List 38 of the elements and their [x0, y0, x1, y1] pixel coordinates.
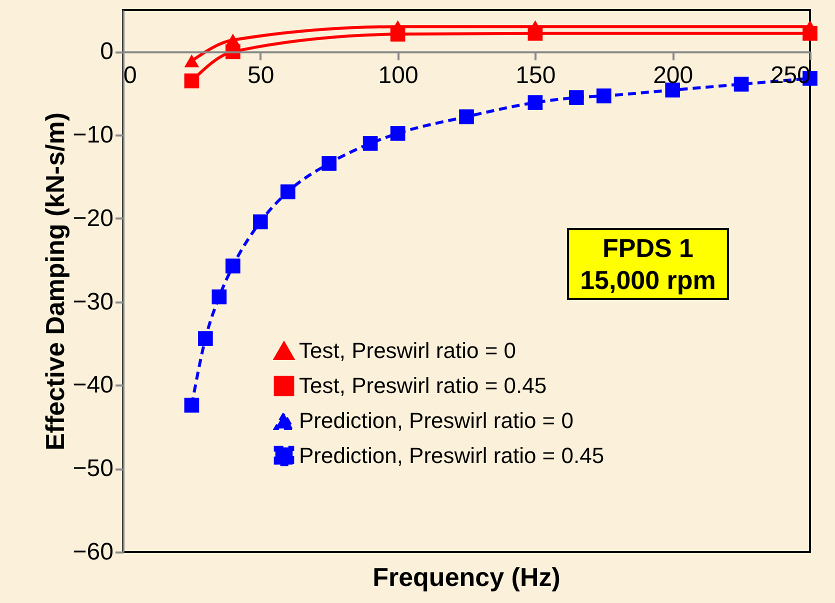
point	[596, 88, 612, 104]
point	[459, 109, 474, 124]
point	[226, 258, 240, 274]
y-tick-label: −10	[72, 122, 114, 149]
y-tick-label: −50	[72, 455, 114, 482]
x-tick-label: 200	[653, 62, 694, 90]
point	[390, 126, 406, 141]
x-tick-label: 150	[516, 62, 556, 90]
point	[280, 184, 296, 200]
point	[569, 90, 584, 105]
x-tick-label: 50	[248, 62, 274, 90]
x-axis-title: Frequency (Hz)	[372, 562, 562, 593]
legend-label: Prediction, Preswirl ratio = 0	[299, 408, 574, 433]
point	[734, 76, 749, 92]
legend-label: Prediction, Preswirl ratio = 0.45	[299, 443, 604, 468]
point	[665, 82, 680, 98]
annotation: 15,000 rpm	[579, 264, 717, 296]
annotation: FPDS 1	[601, 232, 695, 264]
y-tick-label: −60	[72, 538, 114, 566]
y-tick-label: −30	[72, 288, 114, 316]
y-tick-label: 0	[100, 38, 114, 66]
point	[198, 331, 213, 346]
legend-label: Test, Preswirl ratio = 0	[299, 338, 516, 363]
legend-label: Test, Preswirl ratio = 0.45	[299, 373, 547, 398]
x-tick-label: 0	[124, 62, 137, 90]
point	[212, 289, 227, 304]
point	[184, 54, 200, 68]
y-tick-label: −20	[72, 204, 114, 232]
point	[226, 34, 240, 46]
point	[528, 95, 543, 110]
y-axis-title: Effective Damping (kN-s/m)	[40, 112, 70, 451]
point	[184, 398, 200, 413]
point	[362, 136, 378, 151]
point	[184, 73, 200, 88]
point	[252, 214, 268, 230]
point	[322, 156, 337, 171]
x-tick-label: 100	[378, 62, 418, 90]
y-tick-label: −40	[72, 372, 114, 399]
